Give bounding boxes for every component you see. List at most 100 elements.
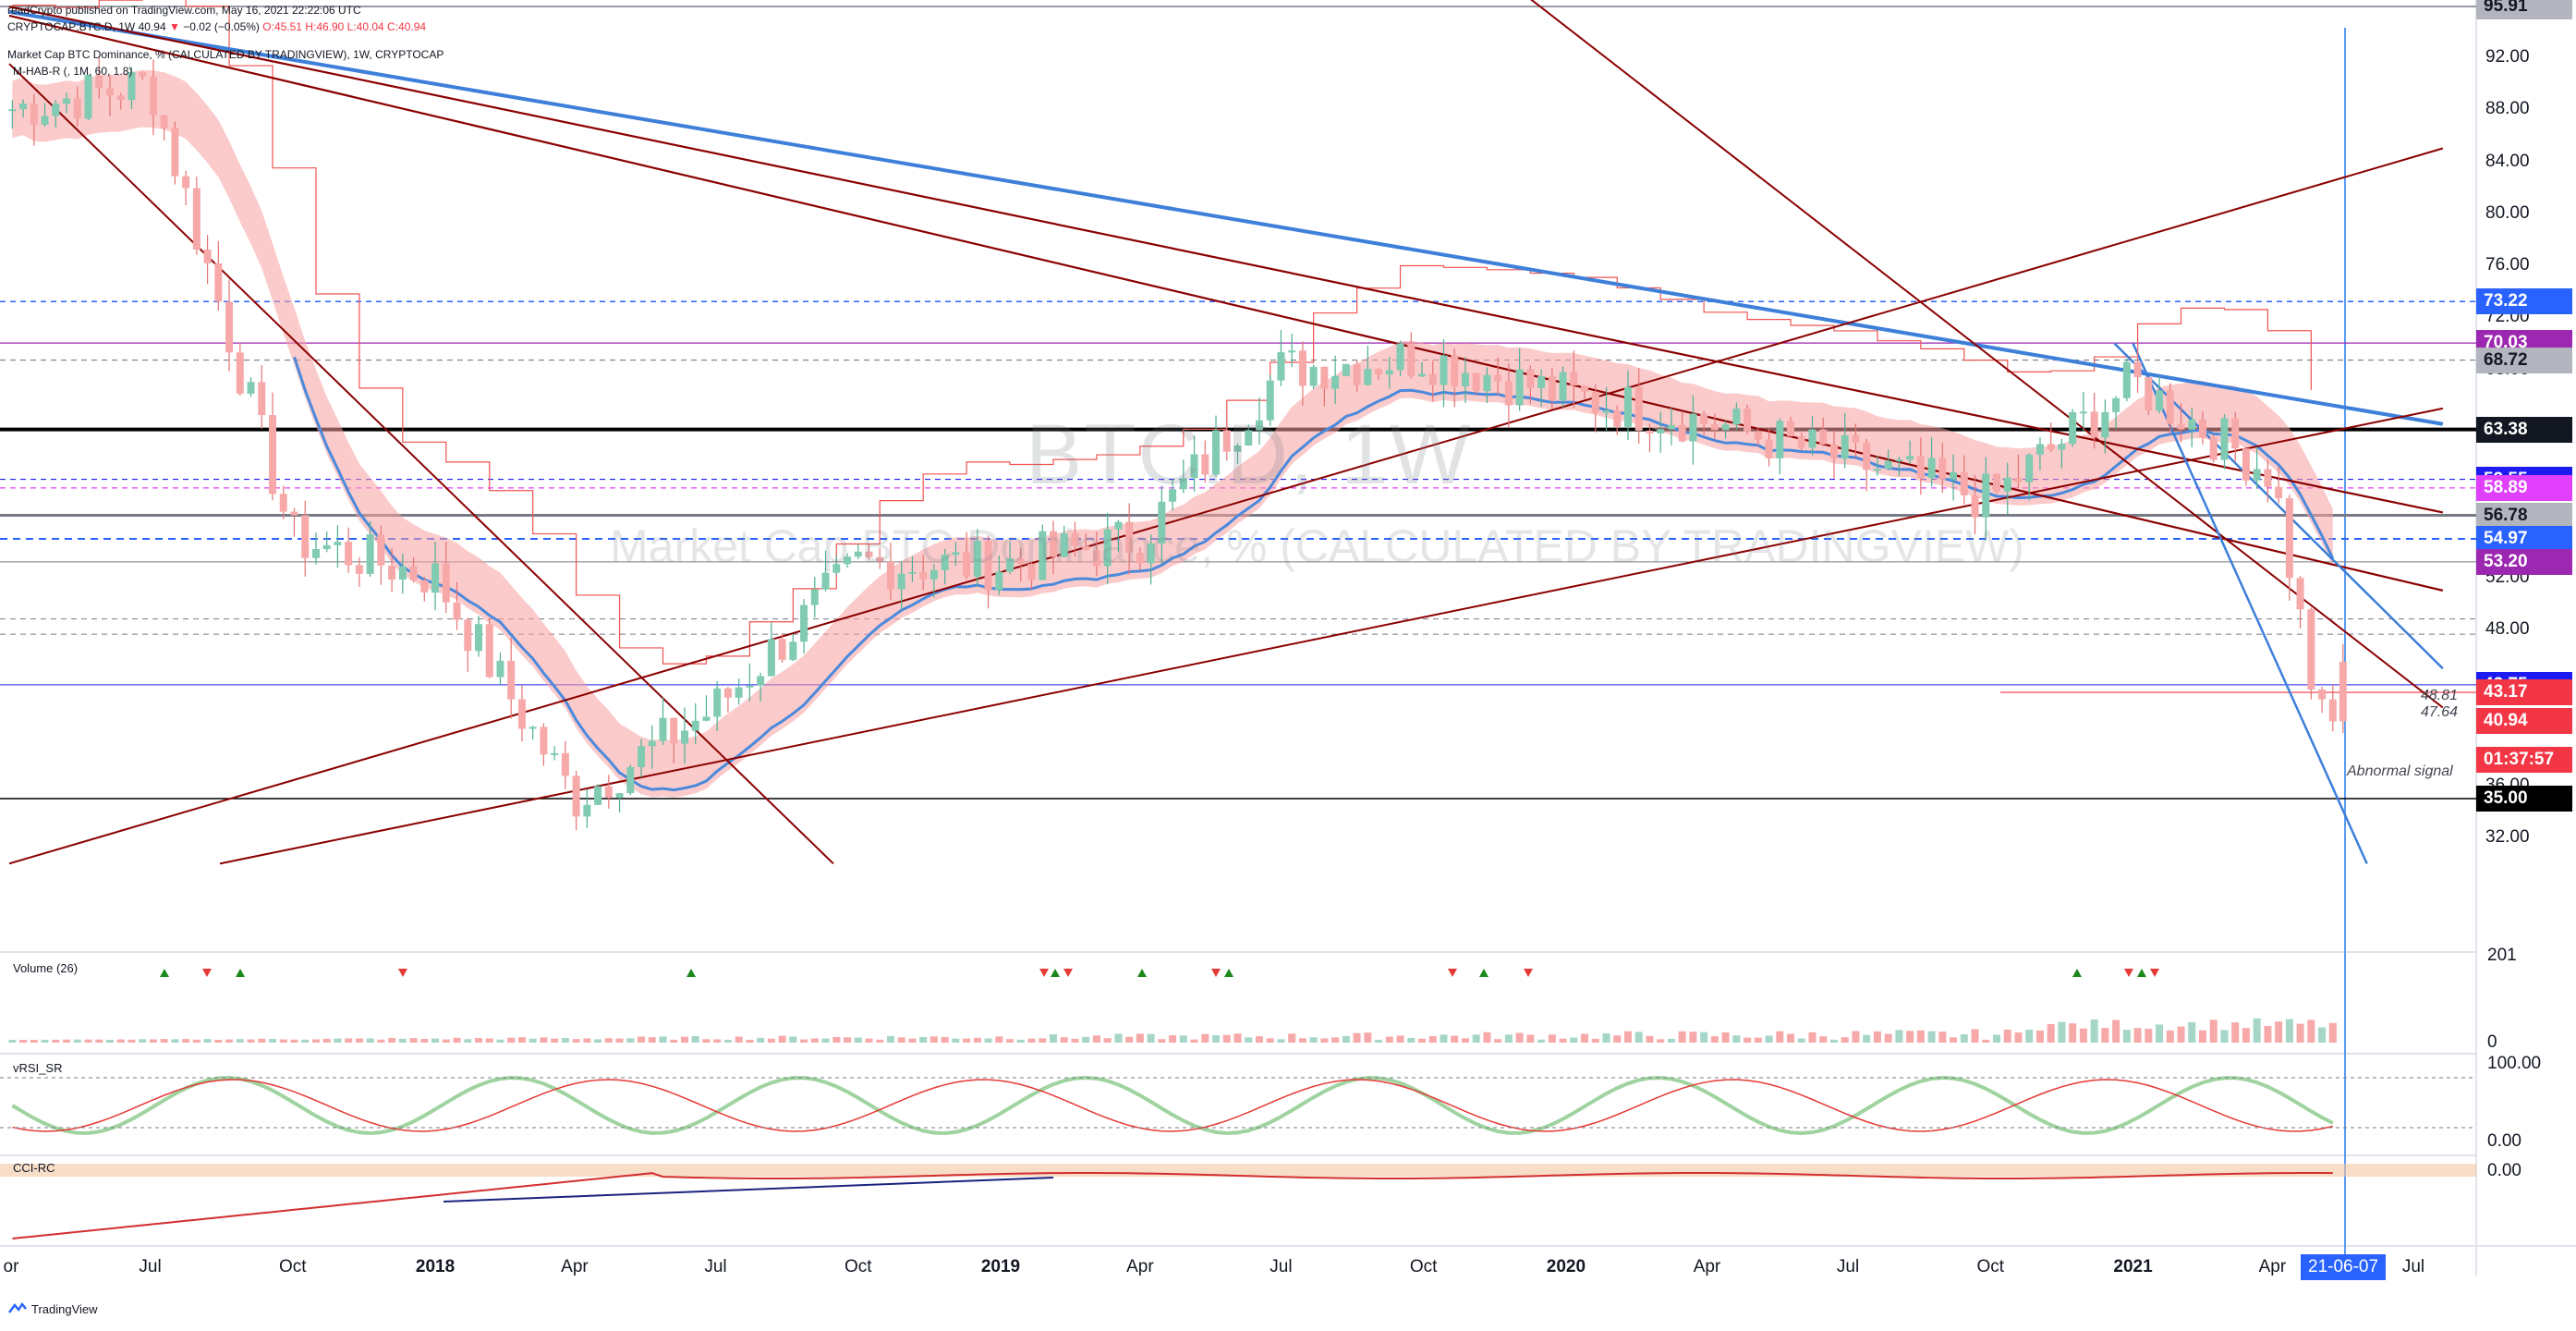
volume-bar: [1418, 1038, 1427, 1043]
volume-bar: [1982, 1039, 1990, 1043]
candle-body: [1451, 355, 1459, 387]
buy-signal-marker: [687, 969, 696, 977]
watermark-description: Market Cap BTC Dominance, % (CALCULATED …: [610, 520, 2024, 572]
volume-bar: [1504, 1034, 1513, 1043]
trendline: [219, 407, 2444, 865]
volume-bar: [2209, 1020, 2218, 1043]
vrsi-line: [11, 1075, 2334, 1136]
candle-body: [723, 688, 732, 698]
candle-body: [398, 566, 407, 580]
vrsi-pane-label: vRSI_SR: [13, 1061, 63, 1075]
volume-bar: [1634, 1032, 1643, 1043]
volume-bar: [963, 1038, 971, 1043]
time-axis-label: Jul: [1270, 1257, 1293, 1276]
candle-body: [2209, 437, 2218, 460]
price-tag: 73.22: [2476, 288, 2572, 315]
candle-body: [160, 115, 168, 128]
vrsi-axis-top: 100.00: [2487, 1054, 2542, 1073]
candle-body: [1320, 366, 1329, 389]
candle-body: [1461, 372, 1469, 387]
candle-body: [1960, 471, 1968, 495]
volume-bar: [355, 1038, 363, 1043]
candle-body: [1634, 386, 1643, 431]
candle-body: [2339, 662, 2347, 722]
volume-bar: [844, 1037, 852, 1043]
volume-bar: [529, 1038, 537, 1043]
candle-body: [1765, 439, 1773, 458]
price-tag: 58.89: [2476, 474, 2572, 501]
candle-body: [1245, 430, 1253, 446]
trendline: [8, 6, 2444, 514]
candle-body: [1201, 454, 1209, 475]
candle-body: [1787, 421, 1795, 436]
candle-body: [377, 534, 385, 566]
candle-body: [1559, 372, 1567, 400]
watermark-symbol: BTC.D, 1W: [1026, 408, 1473, 502]
volume-bar: [171, 1039, 179, 1043]
candle-body: [800, 604, 808, 642]
volume-bar: [1646, 1035, 1654, 1043]
volume-bar: [1591, 1038, 1599, 1043]
volume-bar: [854, 1037, 862, 1043]
time-axis-label: 2021: [2113, 1257, 2153, 1276]
volume-bar: [1320, 1038, 1329, 1043]
candle-body: [1483, 374, 1491, 392]
volume-bar: [1623, 1031, 1632, 1043]
candle-body: [2122, 361, 2131, 398]
candle-body: [2188, 419, 2196, 430]
candle-body: [1125, 521, 1134, 554]
volume-bar: [1852, 1031, 1860, 1043]
volume-bar: [1950, 1037, 1958, 1043]
volume-bar: [334, 1038, 342, 1043]
volume-bar: [1396, 1035, 1404, 1043]
volume-bar: [767, 1038, 775, 1043]
volume-bar: [984, 1038, 992, 1043]
candle-body: [214, 263, 223, 302]
candle-body: [1222, 430, 1231, 452]
candle-body: [95, 75, 103, 89]
candle-body: [1927, 458, 1936, 479]
volume-bar: [1754, 1037, 1762, 1043]
time-axis-label: 2018: [415, 1257, 456, 1276]
candle-body: [1331, 375, 1340, 389]
volume-bar: [670, 1039, 678, 1043]
symbol: CRYPTOCAP:BTC.D, 1W: [7, 20, 136, 33]
vrsi-axis-bottom: 0.00: [2487, 1131, 2521, 1151]
candle-body: [1678, 424, 1686, 442]
volume-bar: [30, 1039, 38, 1043]
volume-bar: [517, 1037, 526, 1043]
quote-change: −0.02 (−0.05%): [183, 20, 260, 33]
candle-body: [854, 551, 862, 557]
candle-body: [1375, 369, 1383, 375]
volume-bar: [2058, 1021, 2066, 1043]
candle-body: [431, 563, 440, 593]
volume-bar: [1103, 1038, 1112, 1043]
candle-body: [572, 775, 580, 817]
candle-body: [2166, 390, 2174, 424]
volume-bar: [713, 1039, 722, 1043]
volume-bar: [919, 1037, 928, 1043]
volume-bar: [1309, 1037, 1318, 1043]
volume-bar: [1819, 1036, 1828, 1043]
volume-bar: [279, 1039, 287, 1043]
candle-body: [420, 580, 429, 593]
series-title: Market Cap BTC Dominance, % (CALCULATED …: [7, 48, 444, 61]
candle-body: [1884, 460, 1892, 470]
volume-bar: [1744, 1037, 1752, 1043]
candle-body: [517, 699, 526, 729]
candle-body: [919, 571, 928, 580]
volume-bar: [1375, 1039, 1383, 1043]
volume-bar: [1461, 1038, 1469, 1043]
price-tag: 01:37:57: [2476, 747, 2572, 774]
volume-bar: [2296, 1023, 2304, 1043]
candle-body: [2307, 609, 2315, 690]
volume-bar: [431, 1038, 440, 1043]
volume-bar: [1125, 1036, 1134, 1043]
price-tick-label: 92.00: [2485, 47, 2530, 67]
volume-bar: [789, 1036, 797, 1043]
candle-body: [941, 555, 949, 570]
candle-body: [73, 98, 81, 119]
candle-body: [1266, 380, 1274, 421]
